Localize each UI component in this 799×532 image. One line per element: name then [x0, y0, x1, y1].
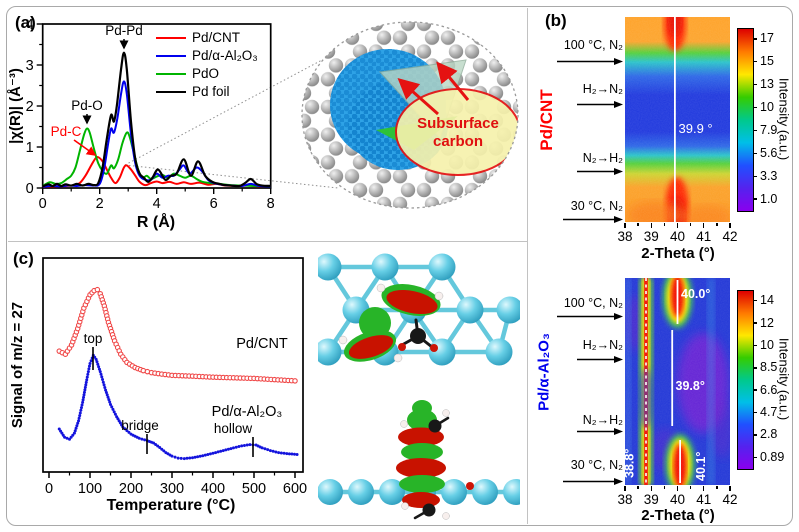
svg-text:0: 0 — [39, 196, 47, 212]
svg-text:3: 3 — [26, 58, 34, 74]
flow-arrow-icon — [577, 101, 623, 108]
peak-position-label: 38.8° — [625, 449, 637, 478]
svg-text:300: 300 — [160, 481, 184, 497]
flow-arrow-icon — [577, 168, 623, 175]
svg-text:4: 4 — [153, 196, 161, 212]
colorbar-label: Intensity (a.u.) — [776, 337, 792, 421]
svg-text:600: 600 — [283, 481, 307, 497]
condition-label: 30 °C, N₂ — [570, 458, 623, 472]
svg-text:200: 200 — [119, 481, 143, 497]
sample-label-pdcnt: Pd/CNT — [537, 89, 556, 151]
exafs-y-axis-label: |χ(R)| (Å⁻³) — [7, 68, 24, 144]
colorbar-label: Intensity (a.u.) — [776, 77, 792, 161]
panel-c-label: (c) — [13, 249, 34, 268]
legend-label: Pd foil — [192, 84, 230, 99]
legend-label: PdO — [192, 66, 220, 81]
two-theta-tick-labels: 38 39 40 41 42 — [617, 229, 738, 244]
site-annotation-hollow: hollow — [214, 421, 253, 436]
dft-structures — [318, 253, 520, 520]
subsurface-highlight-ellipse — [395, 88, 518, 176]
flow-arrow-icon — [577, 356, 623, 363]
flow-arrow-icon — [563, 478, 623, 485]
svg-text:500: 500 — [242, 481, 266, 497]
legend-swatch-pdo — [156, 72, 186, 76]
svg-text:400: 400 — [201, 481, 225, 497]
divider-horizontal — [8, 241, 527, 242]
subsurface-carbon-label: Subsurface — [417, 115, 499, 132]
two-theta-tick-labels: 38 39 40 41 42 — [617, 492, 738, 507]
exafs-x-axis-label: R (Å) — [137, 212, 175, 231]
magnifier-callout-lines — [124, 59, 339, 189]
panel-b-label: (b) — [545, 11, 567, 30]
condition-label: 100 °C, N₂ — [563, 296, 623, 310]
flow-arrow-icon — [557, 58, 623, 65]
legend-swatch-pdcnt — [156, 36, 186, 40]
sample-label-pdalumina: Pd/α-Al₂O₃ — [535, 333, 553, 411]
annotation-pd-o: Pd-O — [71, 98, 103, 113]
diffusion-arrow — [436, 61, 470, 101]
curve-label-pdcnt: Pd/CNT — [236, 336, 288, 352]
svg-text:4: 4 — [26, 17, 34, 33]
peak-position-label: 39.8° — [676, 379, 705, 393]
tpd-y-axis-label: Signal of m/z = 27 — [9, 302, 26, 428]
condition-label: N₂→H₂ — [582, 151, 623, 165]
xrd-heatmap-pdalumina: 40.0° 39.8° 38.8° 40.1° — [625, 278, 730, 485]
condition-label: 30 °C, N₂ — [570, 199, 623, 213]
magnifier-ellipse — [301, 21, 519, 209]
xrd-heatmap-pdcnt: 39.9 ° — [625, 17, 730, 222]
peak-position-label: 40.1° — [694, 452, 708, 481]
panel-a-label: (a) — [15, 13, 36, 32]
condition-label: H₂→N₂ — [582, 82, 623, 96]
exafs-plot: 0 2 4 6 8 0 1 2 3 4 — [26, 17, 275, 212]
curve-label-pdalumina: Pd/α-Al₂O₃ — [212, 404, 283, 420]
exafs-chart: 0 2 4 6 8 0 1 2 3 4 Pd-Pd Pd-O Pd-C R (Å) |χ(R)| … — [7, 17, 275, 231]
dft-top-view — [318, 253, 520, 366]
flow-arrow-icon — [563, 216, 623, 223]
legend-row: Pd foil — [156, 84, 230, 100]
tpd-x-axis-label: Temperature (°C) — [107, 497, 236, 514]
site-annotation-top: top — [84, 331, 103, 346]
condition-label: 100 °C, N₂ — [563, 38, 623, 52]
flow-arrow-icon — [577, 428, 623, 435]
annotation-pd-c: Pd-C — [51, 124, 82, 139]
legend-label: Pd/α-Al₂O₃ — [192, 48, 258, 63]
annotation-pd-pd: Pd-Pd — [105, 23, 143, 38]
tpd-plot: 0 100 200 300 400 500 600 — [42, 257, 307, 497]
subsurface-carbon-label: carbon — [433, 133, 483, 150]
colorbar-top: 17 15 13 10 7.9 5.6 3.3 1.0 — [737, 28, 793, 212]
divider-vertical — [527, 8, 528, 524]
svg-text:2: 2 — [26, 99, 34, 115]
svg-text:100: 100 — [78, 481, 102, 497]
two-theta-axis-label: 2-Theta (°) — [641, 245, 715, 262]
legend-swatch-pdalumina — [156, 54, 186, 58]
tpd-chart: 0 100 200 300 400 500 600 top bridge hollow Pd… — [9, 257, 307, 514]
condition-label: H₂→N₂ — [582, 338, 623, 352]
svg-text:0: 0 — [45, 481, 53, 497]
svg-text:0: 0 — [26, 181, 34, 197]
svg-text:2: 2 — [96, 196, 104, 212]
svg-text:6: 6 — [210, 196, 218, 212]
two-theta-axis-label: 2-Theta (°) — [641, 507, 715, 524]
two-theta-ticks — [624, 223, 731, 229]
svg-text:8: 8 — [267, 196, 275, 212]
condition-label: N₂→H₂ — [582, 413, 623, 427]
legend-label: Pd/CNT — [192, 30, 241, 45]
svg-text:1: 1 — [26, 140, 34, 156]
peak-position-label: 40.0° — [681, 287, 710, 301]
legend-row: PdO — [156, 66, 219, 82]
annotation-pd-c-arrow — [73, 139, 97, 156]
site-annotation-bridge: bridge — [121, 418, 159, 433]
nanoparticle-inset: Subsurface carbon — [301, 21, 519, 209]
peak-position-label: 39.9 ° — [679, 121, 713, 136]
flow-arrow-icon — [557, 313, 623, 320]
colorbar-bottom: 14 12 10 8.5 6.6 4.7 2.8 0.89 — [737, 290, 793, 470]
two-theta-ticks — [624, 486, 731, 492]
figure-border — [6, 6, 793, 526]
dft-side-view — [318, 400, 520, 520]
legend-row: Pd/CNT — [156, 30, 240, 46]
diffusion-arrow — [397, 78, 439, 116]
legend-row: Pd/α-Al₂O₃ — [156, 48, 258, 64]
legend-swatch-pdfoil — [156, 90, 186, 94]
